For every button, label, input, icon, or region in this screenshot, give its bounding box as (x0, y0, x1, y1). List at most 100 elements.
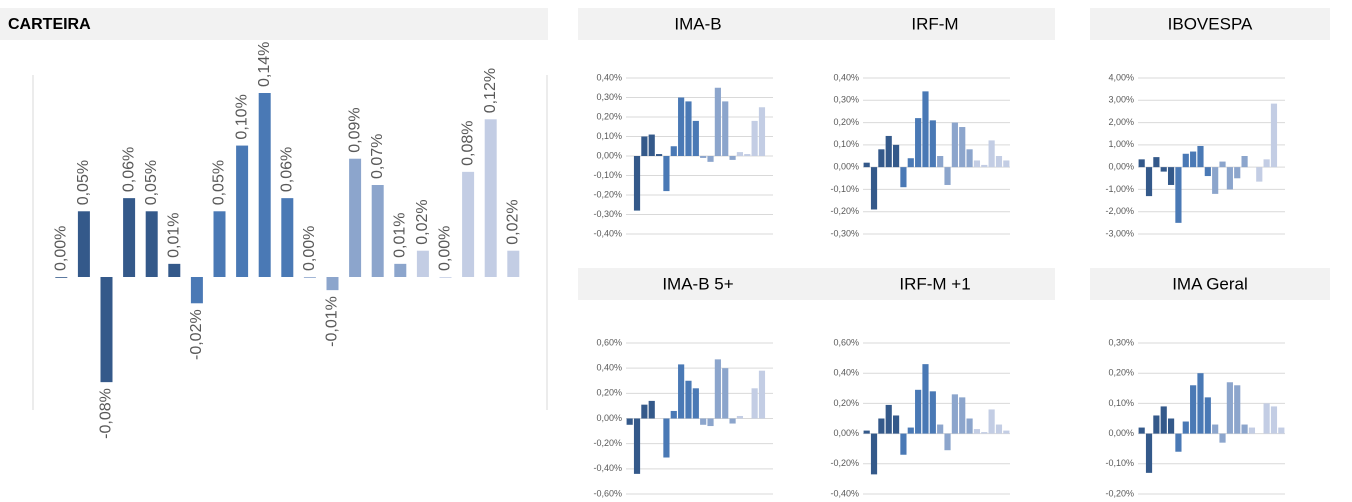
bar (692, 120, 699, 156)
y-tick-label: 0,00% (833, 428, 859, 438)
chart-title: IRF-M +1 (899, 274, 970, 293)
bar (633, 418, 641, 474)
bar (1182, 421, 1189, 434)
y-tick-label: -0,60% (593, 488, 622, 498)
data-label: 0,07% (369, 134, 386, 179)
bar (416, 250, 429, 277)
y-tick-label: -0,30% (830, 228, 859, 238)
title-band (815, 8, 1055, 40)
data-label: 0,02% (505, 199, 522, 244)
bar (1197, 373, 1204, 434)
bar (190, 277, 203, 304)
bar (1175, 167, 1182, 223)
bar (944, 167, 951, 185)
bar (1241, 156, 1248, 168)
bar (736, 152, 744, 156)
title-band (815, 268, 1055, 300)
bar (959, 397, 966, 434)
bar (1270, 406, 1278, 434)
bar (870, 167, 878, 210)
title-band (578, 268, 818, 300)
bar (1241, 424, 1248, 434)
bar (326, 277, 339, 291)
chart-title: IRF-M (911, 14, 958, 33)
bar (700, 418, 707, 425)
bar (462, 171, 475, 277)
y-tick-label: 0,30% (1108, 337, 1134, 347)
bar (213, 211, 226, 277)
bar (1197, 145, 1204, 168)
bar (892, 144, 900, 168)
y-tick-label: 0,40% (833, 368, 859, 378)
bar (678, 97, 685, 156)
bar (900, 433, 907, 455)
bar (655, 154, 663, 156)
bar (1138, 159, 1145, 168)
bar (394, 263, 407, 277)
y-tick-label: 0,30% (596, 92, 622, 102)
bar (1167, 167, 1175, 185)
bar (1212, 167, 1219, 194)
bar (507, 250, 520, 277)
bar (863, 162, 870, 168)
bar (751, 120, 758, 156)
y-tick-label: 0,20% (1108, 368, 1134, 378)
bar (648, 134, 655, 156)
bar (885, 135, 892, 168)
data-label: 0,09% (346, 107, 363, 152)
bar (878, 418, 885, 434)
bar (700, 156, 707, 158)
bar (145, 211, 158, 277)
y-tick-label: 0,60% (833, 337, 859, 347)
y-tick-label: -2,00% (1105, 206, 1134, 216)
data-label: -0,01% (324, 296, 341, 347)
bar (236, 145, 249, 277)
y-tick-label: 3,00% (1108, 95, 1134, 105)
chart-title: IMA Geral (1172, 274, 1248, 293)
bar (707, 156, 714, 162)
bar (951, 394, 958, 434)
bar (678, 364, 685, 419)
bar (258, 93, 271, 277)
bar (100, 277, 113, 383)
y-tick-label: 1,00% (1108, 139, 1134, 149)
bar (729, 418, 736, 424)
bar (123, 198, 136, 277)
y-tick-label: -0,40% (593, 463, 622, 473)
bar (929, 120, 936, 168)
title-band (1090, 268, 1330, 300)
bar (922, 364, 929, 434)
bar (55, 277, 68, 278)
y-tick-label: -0,40% (593, 228, 622, 238)
y-tick-label: 0,40% (596, 72, 622, 82)
bar (714, 359, 721, 419)
bar (1226, 167, 1233, 190)
bar (937, 156, 944, 168)
y-tick-label: 0,40% (596, 363, 622, 373)
y-tick-label: -0,20% (830, 206, 859, 216)
bar (929, 391, 936, 434)
bar (648, 400, 655, 419)
y-tick-label: 0,60% (596, 337, 622, 347)
data-label: 0,05% (75, 160, 92, 205)
bar (729, 156, 736, 160)
data-label: 0,00% (53, 226, 70, 271)
bar (973, 160, 981, 168)
chart-title: CARTEIRA (8, 16, 91, 33)
bar (484, 119, 497, 278)
bar (1212, 424, 1219, 434)
bar (966, 149, 973, 168)
bar (281, 198, 294, 277)
y-tick-label: 0,10% (1108, 398, 1134, 408)
bar (744, 154, 751, 156)
y-tick-label: 0,00% (596, 150, 622, 160)
bar (1190, 151, 1197, 168)
bar (885, 404, 892, 434)
bar (371, 185, 384, 277)
y-tick-label: 0,00% (596, 413, 622, 423)
bar (1153, 415, 1160, 434)
chart-title: IBOVESPA (1168, 14, 1253, 33)
bar (951, 122, 958, 168)
bar (758, 107, 766, 156)
bar (1190, 385, 1197, 434)
